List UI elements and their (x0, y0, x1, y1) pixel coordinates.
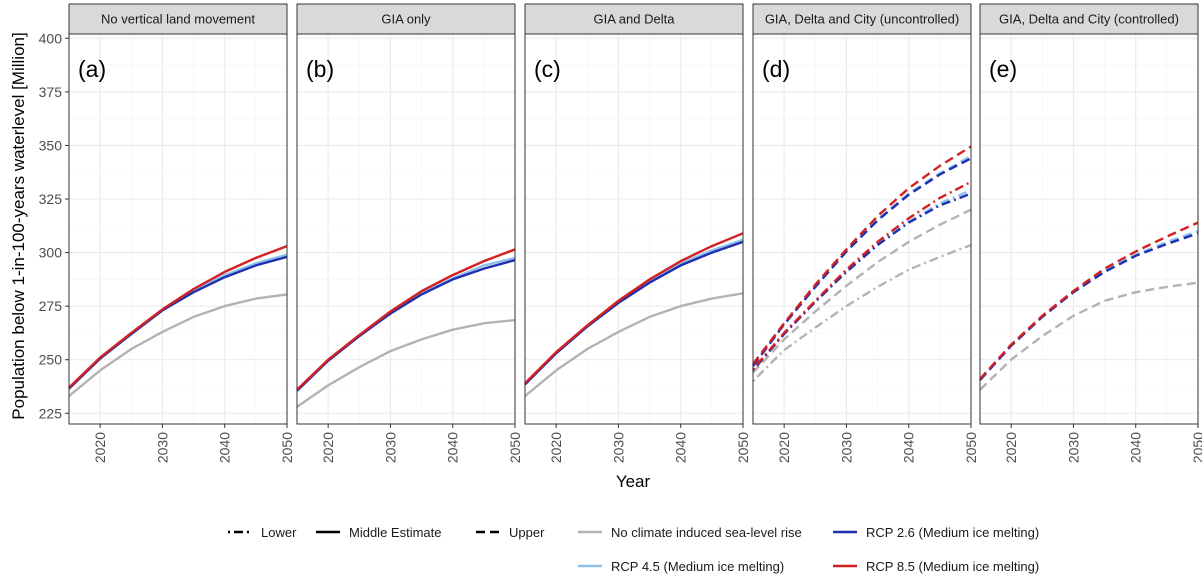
panel-border (296, 33, 516, 425)
series-line (752, 145, 972, 365)
x-tick-label: 2020 (320, 432, 336, 463)
panel-border (68, 33, 288, 425)
y-tick-label: 300 (39, 245, 63, 261)
x-tick-label: 2040 (673, 432, 689, 463)
facet-panel-4: GIA, Delta and City (uncontrolled) (d) 202… (752, 3, 979, 463)
x-tick-label: 2030 (610, 432, 626, 463)
y-tick-label: 350 (39, 137, 63, 153)
legend-label: Middle Estimate (349, 525, 441, 540)
x-tick-label: 2050 (1190, 432, 1202, 463)
panel-letter: (e) (989, 56, 1017, 82)
x-tick-label: 2040 (1128, 432, 1144, 463)
x-tick-label: 2030 (382, 432, 398, 463)
panel-background (752, 33, 972, 425)
x-tick-label: 2020 (776, 432, 792, 463)
y-tick-label: 275 (39, 298, 63, 314)
x-tick-label: 2040 (217, 432, 233, 463)
x-tick-label: 2030 (154, 432, 170, 463)
facet-strip-label: GIA and Delta (594, 12, 676, 27)
facet-panel-2: GIA only (b) 2020 2030 2040 2050 (296, 3, 523, 463)
series-line (752, 243, 972, 382)
facet-strip-label: GIA only (381, 12, 431, 27)
series-line (524, 232, 744, 385)
panel-border (524, 33, 744, 425)
panel-background (68, 33, 288, 425)
series-line (68, 244, 288, 389)
series-line (752, 208, 972, 374)
facet-strip-label: GIA, Delta and City (uncontrolled) (765, 12, 959, 27)
legend-label: Lower (261, 525, 297, 540)
y-tick-label: 325 (39, 191, 63, 207)
facet-panel-1: No vertical land movement (a) 2020 2030 2040… (39, 3, 295, 463)
series-line (979, 221, 1199, 380)
facet-strip-label: GIA, Delta and City (controlled) (999, 12, 1179, 27)
panel-border (979, 33, 1199, 425)
legend-label: Upper (509, 525, 545, 540)
facet-strip (296, 3, 516, 35)
panel-background (979, 33, 1199, 425)
legend-label: RCP 2.6 (Medium ice melting) (866, 525, 1039, 540)
legend: Lower Middle Estimate Upper No climate indu… (228, 525, 1039, 574)
facet-strip (68, 3, 288, 35)
facet-strip (752, 3, 972, 35)
x-tick-label: 2030 (838, 432, 854, 463)
x-tick-label: 2030 (1065, 432, 1081, 463)
panel-letter: (b) (306, 56, 334, 82)
series-line (979, 232, 1199, 381)
x-tick-label: 2020 (1003, 432, 1019, 463)
facet-panel-5: GIA, Delta and City (controlled) (e) 2020 2… (979, 3, 1202, 463)
panel-letter: (c) (534, 56, 561, 82)
series-line (296, 248, 516, 391)
y-tick-label: 375 (39, 84, 63, 100)
y-tick-label: 250 (39, 352, 63, 368)
panel-background (524, 33, 744, 425)
y-axis-title: Population below 1-in-100-years waterlev… (9, 32, 28, 419)
series-line (752, 180, 972, 371)
series-line (524, 292, 744, 398)
series-line (979, 281, 1199, 391)
x-tick-label: 2020 (548, 432, 564, 463)
facet-strip-label: No vertical land movement (101, 12, 255, 27)
x-tick-label: 2020 (92, 432, 108, 463)
legend-label: RCP 4.5 (Medium ice melting) (611, 559, 784, 574)
legend-label: No climate induced sea-level rise (611, 525, 802, 540)
x-tick-label: 2040 (901, 432, 917, 463)
facet-panel-3: GIA and Delta (c) 2020 2030 2040 2050 (524, 3, 751, 463)
panel-letter: (d) (762, 56, 790, 82)
x-tick-label: 2050 (279, 432, 295, 463)
x-axis-title: Year (616, 472, 651, 491)
y-tick-label: 400 (39, 30, 63, 46)
facet-strip (524, 3, 744, 35)
y-tick-label: 225 (39, 405, 63, 421)
x-tick-label: 2050 (735, 432, 751, 463)
panel-background (296, 33, 516, 425)
panel-letter: (a) (78, 56, 106, 82)
series-line (296, 318, 516, 408)
legend-label: RCP 8.5 (Medium ice melting) (866, 559, 1039, 574)
series-line (68, 293, 288, 398)
x-tick-label: 2050 (507, 432, 523, 463)
x-tick-label: 2040 (445, 432, 461, 463)
facet-panels: No vertical land movement (a) 2020 2030 2040… (39, 3, 1202, 463)
panel-border (752, 33, 972, 425)
x-tick-label: 2050 (963, 432, 979, 463)
